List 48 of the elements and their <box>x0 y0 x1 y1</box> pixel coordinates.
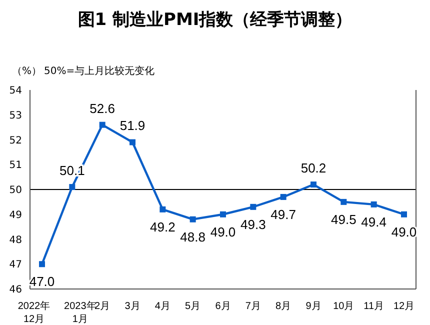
data-label: 51.9 <box>120 118 146 134</box>
point <box>130 139 136 146</box>
x-tick-label: 3月 <box>124 301 140 312</box>
x-tick-label: 12月 <box>393 301 415 312</box>
y-tick-label: 48 <box>9 234 22 246</box>
x-tick-label: 5月 <box>185 301 201 312</box>
y-tick-label: 47 <box>9 260 22 271</box>
x-tick-label: 6月 <box>215 301 231 312</box>
point <box>340 198 347 205</box>
x-tick-label: 7月 <box>245 301 261 312</box>
y-axis-title: （%） <box>12 65 42 78</box>
y-tick-label: 52 <box>9 135 22 146</box>
point <box>250 204 256 210</box>
x-tick-label: 2023年 1月 <box>64 300 96 325</box>
data-label: 49.2 <box>150 219 176 234</box>
x-tick-label: 2022年 12月 <box>18 300 50 325</box>
x-tick-label: 9月 <box>306 301 322 312</box>
data-label: 49.3 <box>240 216 266 232</box>
y-tick-label: 51 <box>9 160 22 172</box>
data-label: 49.5 <box>331 212 356 227</box>
x-tick-label: 8月 <box>276 301 292 312</box>
data-label: 49.0 <box>210 224 236 240</box>
point <box>310 182 316 188</box>
point <box>99 122 106 128</box>
data-label: 52.6 <box>90 100 115 116</box>
y-tick-label: 49 <box>9 210 22 221</box>
y-tick-label: 50 <box>9 185 22 196</box>
point <box>190 216 196 222</box>
point <box>69 184 76 190</box>
x-tick-label: 10月 <box>333 301 354 312</box>
point <box>39 261 45 268</box>
data-label: 50.2 <box>300 160 326 176</box>
y-tick-label: 46 <box>9 284 22 296</box>
chart-title: 图1 制造业PMI指数（经季节调整） <box>76 9 354 31</box>
point <box>220 211 226 218</box>
point <box>280 194 286 200</box>
text: 50%=与上月比较无变化 <box>44 64 155 78</box>
data-label: 49.4 <box>361 214 386 230</box>
point <box>370 201 377 208</box>
data-label: 49.7 <box>270 206 296 222</box>
data-label: 48.8 <box>180 229 206 244</box>
x-tick-label: 4月 <box>154 301 170 312</box>
point <box>401 211 407 218</box>
y-tick-label: 54 <box>9 86 22 97</box>
y-tick-label: 53 <box>9 110 22 122</box>
x-tick-label: 2月 <box>94 301 110 312</box>
x-tick-label: 11月 <box>364 301 384 312</box>
point <box>160 206 166 212</box>
